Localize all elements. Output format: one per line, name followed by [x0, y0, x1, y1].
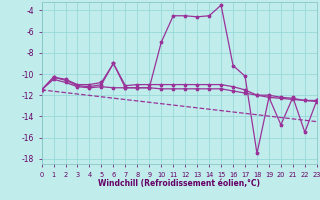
X-axis label: Windchill (Refroidissement éolien,°C): Windchill (Refroidissement éolien,°C)	[98, 179, 260, 188]
